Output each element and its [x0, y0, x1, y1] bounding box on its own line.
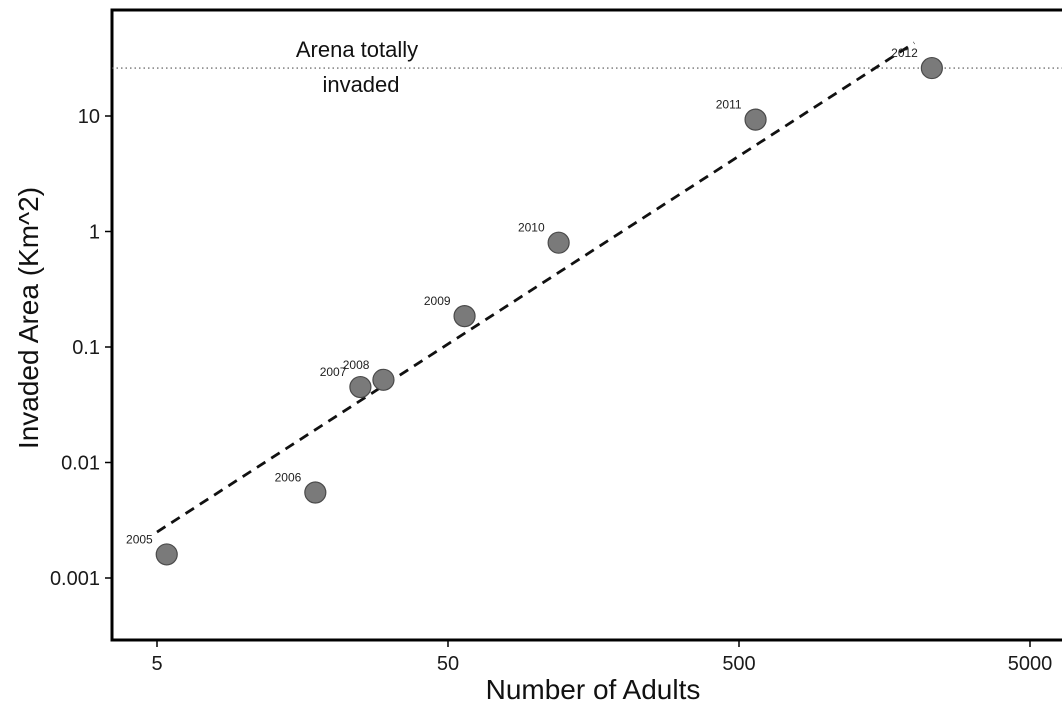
y-tick-label: 1	[89, 222, 100, 244]
y-tick-label: 0.001	[50, 568, 100, 590]
data-point	[744, 108, 767, 131]
plot-area: 5 50 500 50000.0010.010.1110200520062007200…	[50, 8, 1062, 675]
data-point	[920, 56, 943, 80]
y-axis-title: Invaded Area (Km^2)	[13, 187, 44, 449]
y-tick-label: 0.1	[72, 337, 100, 359]
x-axis-title: Number of Adults	[486, 674, 701, 705]
data-point	[547, 231, 570, 254]
reference-annotation-line-1: Arena totally	[296, 37, 418, 62]
data-point	[453, 305, 476, 328]
data-point-label: 2011	[716, 98, 742, 112]
trend-line	[156, 41, 915, 534]
data-point-label: 2010	[518, 221, 545, 235]
data-point	[155, 543, 178, 566]
x-tick-label: 5000	[1008, 653, 1053, 675]
x-tick-label: 5	[151, 653, 162, 675]
data-point	[372, 368, 395, 391]
data-point-label: 2006	[275, 470, 302, 484]
y-tick-label: 10	[78, 106, 100, 128]
y-tick-label: 0.01	[61, 453, 100, 475]
plot-frame	[110, 8, 1062, 642]
data-point-label: 2005	[126, 532, 153, 546]
x-tick-label: 50	[437, 653, 459, 675]
data-point-label: 2007	[320, 365, 347, 379]
reference-annotation-line-2: invaded	[322, 72, 399, 97]
x-tick-label: 500	[722, 653, 755, 675]
data-point-label: 2008	[343, 358, 370, 372]
data-point-label: 2009	[424, 294, 451, 308]
data-point	[304, 481, 327, 504]
data-point-label: 2012	[891, 46, 918, 60]
data-point	[349, 375, 372, 399]
